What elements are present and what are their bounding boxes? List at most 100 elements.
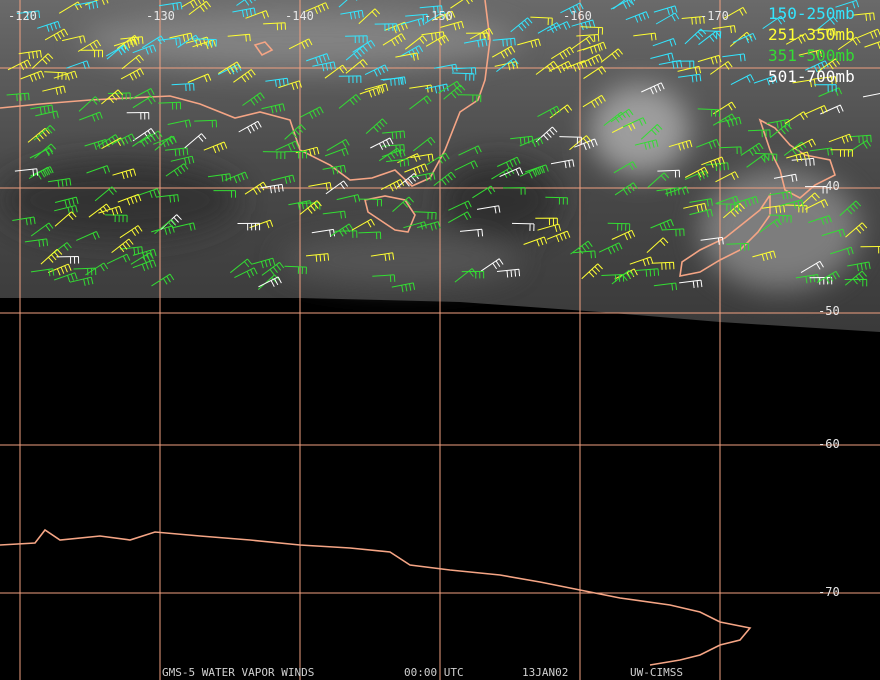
wind-barb bbox=[463, 38, 488, 48]
wind-barb bbox=[154, 135, 177, 151]
wind-barb bbox=[769, 214, 792, 223]
wind-barb bbox=[600, 48, 623, 63]
wind-barb bbox=[611, 269, 634, 285]
wind-barb bbox=[345, 35, 368, 44]
wind-barb bbox=[30, 222, 54, 237]
wind-barb bbox=[726, 242, 750, 251]
wind-barb bbox=[769, 123, 792, 138]
wind-barb bbox=[747, 129, 771, 138]
wind-barb bbox=[234, 267, 258, 279]
wind-barb bbox=[111, 133, 136, 146]
wind-barb bbox=[24, 238, 49, 247]
wind-barb bbox=[847, 261, 871, 272]
wind-barb bbox=[325, 180, 349, 195]
wind-barb bbox=[30, 104, 54, 115]
wind-barb bbox=[47, 263, 72, 276]
wind-barb bbox=[848, 134, 872, 144]
wind-barb bbox=[338, 94, 361, 109]
wind-barb bbox=[443, 84, 466, 100]
wind-barb bbox=[426, 152, 450, 166]
wind-barb bbox=[263, 22, 286, 31]
wind-barb bbox=[502, 187, 526, 195]
wind-barb bbox=[821, 228, 846, 238]
wind-barb bbox=[545, 196, 568, 205]
coastlines bbox=[0, 0, 836, 666]
wind-barb bbox=[614, 182, 638, 196]
footer-text: UW-CIMSS bbox=[630, 666, 683, 679]
wind-barb bbox=[454, 160, 478, 171]
wind-barb bbox=[603, 111, 626, 126]
wind-barb bbox=[440, 20, 464, 31]
wind-barb bbox=[576, 44, 601, 54]
wind-barb bbox=[112, 168, 137, 180]
wind-barb bbox=[326, 138, 350, 152]
wind-barb bbox=[237, 222, 261, 231]
wind-barb bbox=[177, 34, 201, 49]
wind-barb bbox=[338, 75, 362, 84]
wind-barb bbox=[381, 149, 406, 158]
longitude-label: -160 bbox=[563, 9, 592, 23]
wind-barb bbox=[578, 54, 603, 67]
wind-barb bbox=[546, 21, 571, 32]
wind-barb bbox=[717, 116, 742, 128]
wind-barb bbox=[44, 28, 69, 42]
wind-barb bbox=[80, 49, 103, 58]
wind-barb bbox=[132, 259, 157, 271]
wind-barb bbox=[448, 200, 472, 211]
wind-barb bbox=[458, 94, 482, 103]
wind-barb bbox=[646, 237, 669, 253]
wind-barb bbox=[20, 70, 45, 82]
wind-barb bbox=[12, 216, 36, 226]
wind-barb bbox=[571, 35, 595, 50]
wind-barbs bbox=[6, 0, 880, 293]
wind-barb bbox=[54, 196, 79, 208]
wind-barb bbox=[359, 86, 384, 98]
wind-barb bbox=[76, 231, 100, 241]
wind-barb bbox=[734, 196, 759, 207]
wind-barb bbox=[305, 253, 330, 262]
wind-barb bbox=[345, 45, 368, 61]
latitude-label: -40 bbox=[818, 179, 840, 193]
wind-barb bbox=[66, 60, 90, 69]
wind-barb bbox=[845, 222, 868, 238]
wind-barb bbox=[466, 32, 489, 41]
wind-barb bbox=[227, 33, 251, 42]
wind-barb bbox=[650, 52, 674, 61]
wind-barb bbox=[336, 194, 361, 203]
wind-barb bbox=[804, 186, 828, 194]
wind-barb bbox=[213, 190, 236, 198]
wind-barb bbox=[804, 105, 828, 115]
wind-barb bbox=[431, 10, 456, 22]
wind-barb bbox=[306, 53, 330, 65]
wind-barb bbox=[167, 119, 192, 128]
wind-barb bbox=[814, 84, 837, 92]
wind-barb bbox=[655, 12, 680, 25]
wind-barb bbox=[570, 240, 593, 255]
wind-barb bbox=[671, 60, 695, 69]
wind-barb bbox=[754, 152, 778, 162]
wind-barb bbox=[56, 256, 80, 264]
wind-barb bbox=[494, 61, 519, 71]
wind-barb bbox=[261, 103, 286, 114]
wind-barb bbox=[499, 167, 524, 178]
wind-barb bbox=[370, 137, 394, 150]
wind-barb bbox=[574, 138, 598, 151]
wind-barb bbox=[405, 13, 429, 22]
wind-barb bbox=[271, 174, 295, 184]
wind-barb bbox=[730, 74, 755, 86]
wind-barb bbox=[611, 229, 636, 241]
wind-barb bbox=[830, 246, 854, 256]
wind-barb bbox=[132, 127, 156, 142]
wind-barb bbox=[358, 231, 382, 240]
wind-barb bbox=[380, 179, 405, 192]
wind-barb bbox=[697, 108, 721, 117]
wind-barb bbox=[77, 39, 102, 52]
wind-barb bbox=[665, 186, 689, 195]
wind-barb bbox=[786, 151, 810, 163]
wind-barb bbox=[607, 222, 631, 231]
footer-text: 00:00 UTC bbox=[404, 666, 464, 679]
wind-barb bbox=[370, 252, 395, 261]
wind-barb bbox=[535, 126, 558, 143]
wind-barb bbox=[184, 133, 207, 149]
longitude-label: -150 bbox=[424, 9, 453, 23]
